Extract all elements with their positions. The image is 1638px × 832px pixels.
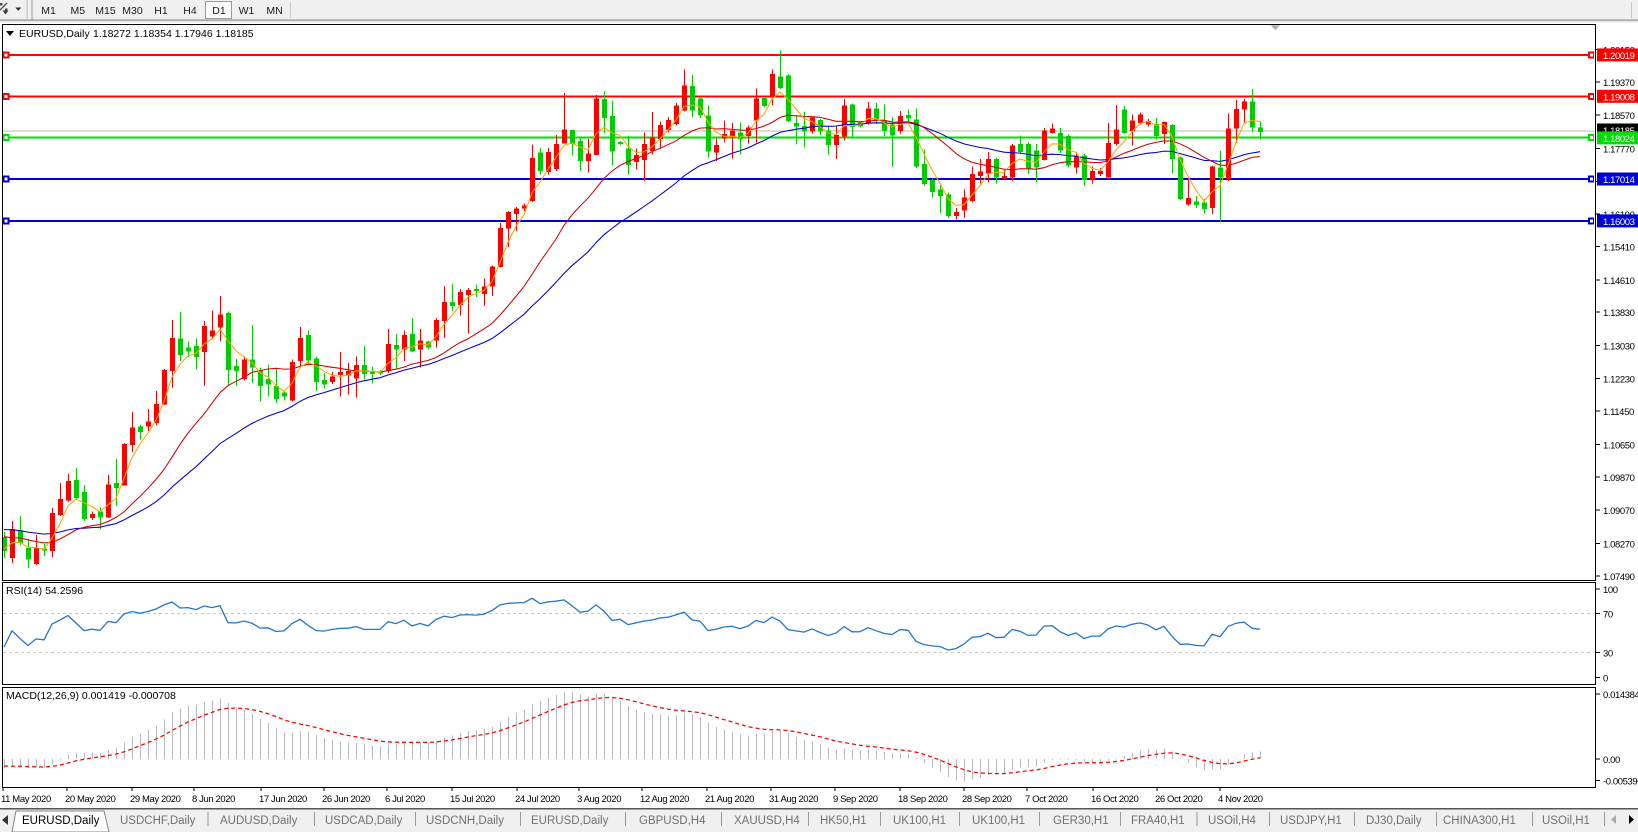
svg-text:UK100,H1: UK100,H1 <box>893 815 946 827</box>
svg-text:0.014384: 0.014384 <box>1603 690 1638 701</box>
svg-text:12 Aug 2020: 12 Aug 2020 <box>640 794 689 805</box>
svg-text:1.16003: 1.16003 <box>1603 217 1635 228</box>
svg-text:D1: D1 <box>212 5 226 17</box>
svg-text:EURUSD,Daily: EURUSD,Daily <box>19 28 90 40</box>
svg-text:DJ30,Daily: DJ30,Daily <box>1366 815 1422 827</box>
svg-text:3 Aug 2020: 3 Aug 2020 <box>577 794 621 805</box>
svg-text:30: 30 <box>1603 649 1613 660</box>
svg-text:1.19370: 1.19370 <box>1603 78 1635 89</box>
svg-text:M1: M1 <box>41 5 56 17</box>
svg-text:1.18570: 1.18570 <box>1603 111 1635 122</box>
svg-text:70: 70 <box>1603 610 1613 621</box>
svg-text:1.17014: 1.17014 <box>1603 175 1635 186</box>
svg-text:17 Jun 2020: 17 Jun 2020 <box>259 794 307 805</box>
svg-text:1.08270: 1.08270 <box>1603 539 1635 550</box>
svg-text:GBPUSD,H4: GBPUSD,H4 <box>639 815 706 827</box>
svg-text:28 Sep 2020: 28 Sep 2020 <box>962 794 1012 805</box>
svg-text:USDCAD,Daily: USDCAD,Daily <box>325 815 403 827</box>
svg-text:1.15410: 1.15410 <box>1603 243 1635 254</box>
svg-text:AUDUSD,Daily: AUDUSD,Daily <box>220 815 298 827</box>
svg-text:HK50,H1: HK50,H1 <box>820 815 867 827</box>
svg-text:1.07490: 1.07490 <box>1603 572 1635 583</box>
svg-text:16 Oct 2020: 16 Oct 2020 <box>1091 794 1138 805</box>
svg-text:20 May 2020: 20 May 2020 <box>65 794 116 805</box>
svg-text:CHINA300,H1: CHINA300,H1 <box>1443 815 1516 827</box>
svg-text:1.17770: 1.17770 <box>1603 144 1635 155</box>
svg-text:100: 100 <box>1603 585 1618 596</box>
svg-text:H4: H4 <box>183 5 197 17</box>
svg-text:M30: M30 <box>122 5 143 17</box>
svg-text:GER30,H1: GER30,H1 <box>1053 815 1109 827</box>
svg-text:USDCNH,Daily: USDCNH,Daily <box>426 815 504 827</box>
svg-text:18 Sep 2020: 18 Sep 2020 <box>898 794 948 805</box>
svg-text:RSI(14) 54.2596: RSI(14) 54.2596 <box>6 585 83 597</box>
svg-text:USDCHF,Daily: USDCHF,Daily <box>120 815 196 827</box>
svg-text:8 Jun 2020: 8 Jun 2020 <box>192 794 235 805</box>
svg-text:1.18024: 1.18024 <box>1603 134 1635 145</box>
svg-text:UK100,H1: UK100,H1 <box>972 815 1025 827</box>
svg-text:1.18272 1.18354 1.17946 1.1818: 1.18272 1.18354 1.17946 1.18185 <box>93 28 254 40</box>
svg-text:M5: M5 <box>71 5 86 17</box>
svg-text:11 May 2020: 11 May 2020 <box>1 794 51 805</box>
svg-text:1.12230: 1.12230 <box>1603 375 1635 386</box>
svg-text:H1: H1 <box>154 5 168 17</box>
svg-text:-0.005396: -0.005396 <box>1603 777 1638 788</box>
svg-text:1.20019: 1.20019 <box>1603 51 1635 62</box>
svg-text:6 Jul 2020: 6 Jul 2020 <box>385 794 425 805</box>
svg-text:W1: W1 <box>239 5 255 17</box>
svg-text:M15: M15 <box>95 5 116 17</box>
svg-text:1.13030: 1.13030 <box>1603 342 1635 353</box>
svg-text:21 Aug 2020: 21 Aug 2020 <box>705 794 754 805</box>
svg-text:15 Jul 2020: 15 Jul 2020 <box>450 794 495 805</box>
svg-text:0: 0 <box>1603 673 1608 684</box>
svg-text:EURUSD,Daily: EURUSD,Daily <box>531 815 609 827</box>
svg-text:1.19008: 1.19008 <box>1603 92 1635 103</box>
svg-text:0.00: 0.00 <box>1603 755 1620 766</box>
svg-text:1.14610: 1.14610 <box>1603 276 1635 287</box>
svg-text:USOil,H1: USOil,H1 <box>1542 815 1590 827</box>
svg-text:26 Oct 2020: 26 Oct 2020 <box>1155 794 1202 805</box>
svg-text:MACD(12,26,9) 0.001419 -0.0007: MACD(12,26,9) 0.001419 -0.000708 <box>6 690 176 702</box>
svg-text:29 May 2020: 29 May 2020 <box>130 794 181 805</box>
svg-text:4 Nov 2020: 4 Nov 2020 <box>1218 794 1263 805</box>
svg-text:24 Jul 2020: 24 Jul 2020 <box>515 794 560 805</box>
svg-text:1.09070: 1.09070 <box>1603 506 1635 517</box>
svg-text:9 Sep 2020: 9 Sep 2020 <box>833 794 878 805</box>
svg-text:1.10650: 1.10650 <box>1603 440 1635 451</box>
svg-text:USDJPY,H1: USDJPY,H1 <box>1280 815 1342 827</box>
svg-text:XAUUSD,H4: XAUUSD,H4 <box>734 815 800 827</box>
svg-text:7 Oct 2020: 7 Oct 2020 <box>1025 794 1068 805</box>
svg-text:FRA40,H1: FRA40,H1 <box>1131 815 1185 827</box>
svg-text:EURUSD,Daily: EURUSD,Daily <box>22 815 100 827</box>
svg-text:1.09870: 1.09870 <box>1603 473 1635 484</box>
svg-text:1.13830: 1.13830 <box>1603 308 1635 319</box>
svg-text:31 Aug 2020: 31 Aug 2020 <box>769 794 818 805</box>
svg-text:MN: MN <box>266 5 282 17</box>
svg-text:1.11450: 1.11450 <box>1603 407 1634 418</box>
svg-text:26 Jun 2020: 26 Jun 2020 <box>322 794 370 805</box>
svg-text:USOil,H4: USOil,H4 <box>1208 815 1257 827</box>
